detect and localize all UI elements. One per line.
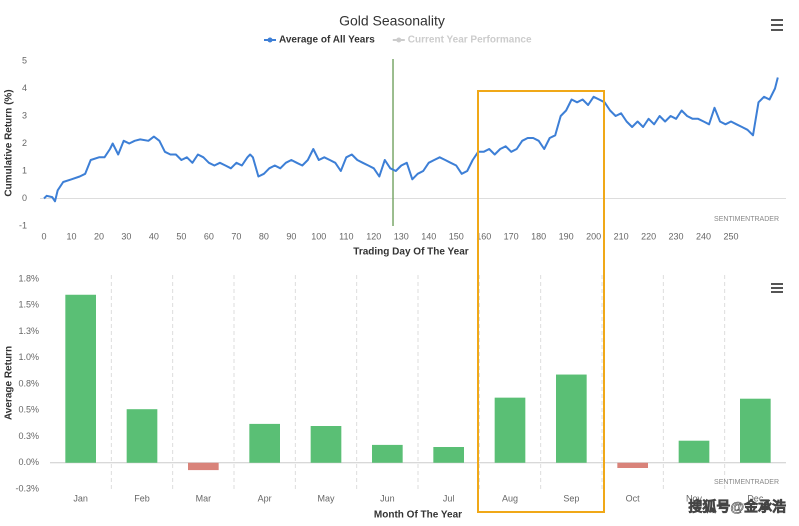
- x-tick-label: 120: [366, 231, 381, 241]
- x-tick-label: Aug: [502, 493, 518, 503]
- bar: [249, 423, 280, 463]
- menu-bar: [771, 24, 783, 26]
- menu-bar: [771, 19, 783, 21]
- y-tick-label: 1.0%: [18, 352, 39, 362]
- x-tick-label: Sep: [563, 493, 579, 503]
- x-tick-label: 190: [559, 231, 574, 241]
- legend-marker: [267, 37, 273, 43]
- y-tick-label: 1: [22, 165, 27, 175]
- y-tick-label: 1.8%: [18, 273, 39, 283]
- x-tick-label: Jul: [443, 493, 455, 503]
- y-tick-label: 1.3%: [18, 326, 39, 336]
- y-axis-title: Average Return: [4, 346, 15, 420]
- y-tick-label: 0.3%: [18, 431, 39, 441]
- x-tick-label: May: [317, 493, 335, 503]
- x-tick-label: 70: [231, 231, 241, 241]
- x-tick-label: Oct: [626, 493, 641, 503]
- x-tick-label: Dec: [747, 493, 764, 503]
- x-tick-label: 80: [259, 231, 269, 241]
- menu-bar: [771, 291, 783, 293]
- highlight-box: [477, 90, 605, 513]
- y-tick-label: 0: [22, 193, 27, 203]
- x-tick-label: Apr: [258, 493, 272, 503]
- x-tick-label: 10: [66, 231, 76, 241]
- bar: [126, 409, 158, 463]
- credit: SENTIMENTRADER: [714, 216, 779, 223]
- y-tick-label: 2: [22, 138, 27, 148]
- x-tick-label: 230: [669, 231, 684, 241]
- x-tick-label: 210: [614, 231, 629, 241]
- x-tick-label: 130: [394, 231, 409, 241]
- y-tick-label: 1.5%: [18, 300, 39, 310]
- y-tick-label: 0.0%: [18, 457, 39, 467]
- x-tick-label: 50: [176, 231, 186, 241]
- x-tick-label: 110: [339, 231, 353, 241]
- watermark: 搜狐号@金承浩: [688, 499, 786, 515]
- bar: [494, 397, 526, 463]
- legend-label: Average of All Years: [279, 35, 375, 46]
- x-tick-label: 100: [311, 231, 326, 241]
- bar: [740, 398, 771, 463]
- x-tick-label: 250: [724, 231, 739, 241]
- bar: [678, 440, 710, 463]
- x-tick-label: 150: [449, 231, 464, 241]
- bar: [188, 462, 219, 471]
- bar: [310, 426, 342, 463]
- x-tick-label: Nov: [686, 493, 703, 503]
- x-tick-label: 30: [121, 231, 131, 241]
- menu-bar: [771, 29, 783, 31]
- x-tick-label: 240: [696, 231, 711, 241]
- y-tick-label: -0.3%: [15, 483, 39, 493]
- x-axis-title: Trading Day Of The Year: [353, 247, 469, 258]
- x-tick-label: 140: [421, 231, 436, 241]
- x-tick-label: 200: [586, 231, 601, 241]
- x-tick-label: Jun: [380, 493, 395, 503]
- bar: [617, 462, 648, 468]
- y-tick-label: 3: [22, 110, 27, 120]
- y-tick-label: 0.8%: [18, 378, 39, 388]
- y-tick-label: 5: [22, 55, 27, 65]
- x-tick-label: 160: [476, 231, 491, 241]
- x-tick-label: 220: [641, 231, 656, 241]
- chart-title: Gold Seasonality: [339, 13, 445, 29]
- x-tick-label: 180: [531, 231, 546, 241]
- y-axis-title: Cumulative Return (%): [4, 89, 15, 196]
- x-tick-label: 60: [204, 231, 214, 241]
- menu-bar: [771, 287, 783, 289]
- x-tick-label: 90: [286, 231, 296, 241]
- bar: [65, 294, 96, 463]
- x-tick-label: Jan: [73, 493, 88, 503]
- menu-icon[interactable]: [771, 283, 783, 293]
- bar: [433, 447, 464, 463]
- credit: SENTIMENTRADER: [714, 479, 779, 486]
- x-tick-label: 0: [41, 231, 46, 241]
- menu-icon[interactable]: [771, 19, 783, 31]
- legend-marker: [396, 37, 402, 43]
- line-series: [43, 77, 779, 203]
- x-tick-label: 170: [504, 231, 519, 241]
- bar: [556, 374, 587, 463]
- bar: [372, 444, 403, 463]
- y-tick-label: -1: [19, 220, 27, 230]
- x-tick-label: Mar: [196, 493, 212, 503]
- x-tick-label: Feb: [134, 493, 150, 503]
- y-tick-label: 0.5%: [18, 405, 39, 415]
- x-axis-title: Month Of The Year: [374, 510, 462, 521]
- menu-bar: [771, 283, 783, 285]
- y-tick-label: 4: [22, 83, 27, 93]
- x-tick-label: 40: [149, 231, 159, 241]
- x-tick-label: 20: [94, 231, 104, 241]
- legend-label: Current Year Performance: [408, 35, 532, 46]
